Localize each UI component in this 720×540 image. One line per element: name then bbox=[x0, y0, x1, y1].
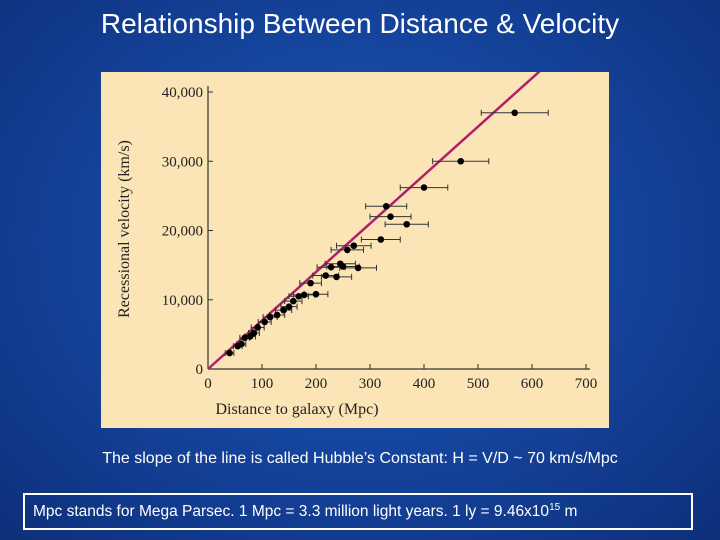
galaxy-point bbox=[280, 306, 287, 314]
galaxy-point bbox=[290, 297, 297, 305]
galaxy-point bbox=[387, 213, 394, 220]
galaxy-point bbox=[300, 291, 308, 299]
footnote-suffix: m bbox=[560, 503, 578, 520]
x-tick-label: 500 bbox=[467, 376, 490, 392]
galaxy-point bbox=[226, 349, 233, 357]
galaxy-point bbox=[312, 290, 320, 298]
galaxy-point bbox=[307, 279, 314, 287]
chart-panel: 0 100 200 300 400 500 600 700 0 10,000 20,000 30,00… bbox=[101, 72, 609, 428]
footnote-text: Mpc stands for Mega Parsec. 1 Mpc = 3.3 … bbox=[33, 503, 550, 520]
x-tick-label: 100 bbox=[251, 376, 274, 392]
galaxy-point bbox=[344, 246, 351, 254]
x-tick-label: 300 bbox=[359, 376, 382, 392]
x-tick-label: 200 bbox=[305, 376, 328, 392]
galaxy-point bbox=[266, 313, 274, 321]
y-tick-label: 0 bbox=[196, 362, 204, 378]
galaxy-point bbox=[254, 324, 261, 331]
y-tick-label: 10,000 bbox=[162, 293, 203, 309]
slide-title: Relationship Between Distance & Velocity bbox=[100, 8, 620, 39]
galaxy-point bbox=[382, 202, 390, 210]
galaxy-point bbox=[322, 272, 330, 279]
error-bars bbox=[224, 109, 549, 357]
chart-ticks: 0 100 200 300 400 500 600 700 0 10,000 20,000 30,00… bbox=[162, 85, 598, 392]
galaxy-point bbox=[457, 157, 465, 165]
galaxy-point bbox=[238, 340, 245, 348]
x-tick-label: 600 bbox=[521, 376, 544, 392]
y-tick-label: 20,000 bbox=[162, 224, 203, 240]
galaxy-point bbox=[285, 303, 293, 310]
x-tick-label: 400 bbox=[413, 376, 436, 392]
galaxy-point bbox=[377, 236, 385, 243]
chart-axes bbox=[207, 86, 590, 370]
galaxy-point bbox=[350, 242, 358, 250]
hubble-scatter-chart: 0 100 200 300 400 500 600 700 0 10,000 20,000 30,00… bbox=[116, 72, 598, 418]
y-tick-label: 40,000 bbox=[162, 85, 203, 101]
galaxy-point bbox=[403, 220, 411, 228]
footnote-exponent: 15 bbox=[549, 501, 561, 513]
galaxy-point bbox=[511, 109, 519, 117]
y-tick-label: 30,000 bbox=[162, 154, 203, 170]
mpc-footnote-box: Mpc stands for Mega Parsec. 1 Mpc = 3.3 … bbox=[23, 493, 693, 530]
galaxy-point bbox=[261, 318, 268, 326]
galaxy-point bbox=[273, 311, 281, 319]
galaxy-point bbox=[333, 273, 340, 281]
galaxy-point bbox=[241, 334, 249, 342]
galaxy-point bbox=[327, 263, 335, 271]
x-tick-label: 0 bbox=[204, 376, 212, 392]
x-tick-label: 700 bbox=[575, 376, 598, 392]
galaxy-point bbox=[339, 263, 347, 270]
x-axis-label: Distance to galaxy (Mpc) bbox=[215, 401, 378, 418]
hubble-constant-caption: The slope of the line is called Hubble’s… bbox=[102, 450, 618, 467]
galaxy-point bbox=[295, 292, 303, 300]
galaxy-point bbox=[250, 329, 258, 337]
data-points bbox=[226, 109, 519, 357]
galaxy-point bbox=[420, 184, 428, 191]
galaxy-point bbox=[354, 264, 362, 272]
y-axis-label: Recessional velocity (km/s) bbox=[116, 140, 133, 318]
